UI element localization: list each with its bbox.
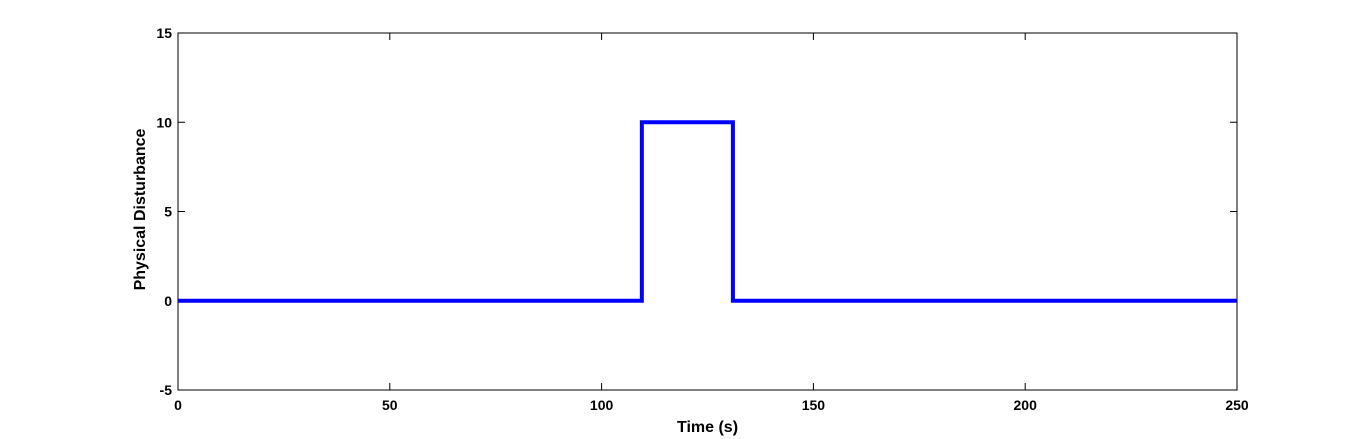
series-line [178,120,1237,303]
y-tick-label: 0 [164,293,172,309]
x-tick-label: 150 [802,397,826,413]
y-tick-label: 5 [164,204,172,220]
x-tick-label: 200 [1014,397,1038,413]
x-tick-label: 250 [1225,397,1249,413]
x-axis-label: Time (s) [677,419,738,436]
x-tick-label: 100 [590,397,614,413]
y-tick-label: 15 [156,25,172,41]
plot-box [177,32,1238,391]
y-tick-label: -5 [160,382,173,398]
y-tick-label: 10 [156,114,172,130]
x-tick-label: 0 [174,397,182,413]
x-tick-label: 50 [382,397,398,413]
y-axis-label: Physical Disturbance [132,128,149,290]
